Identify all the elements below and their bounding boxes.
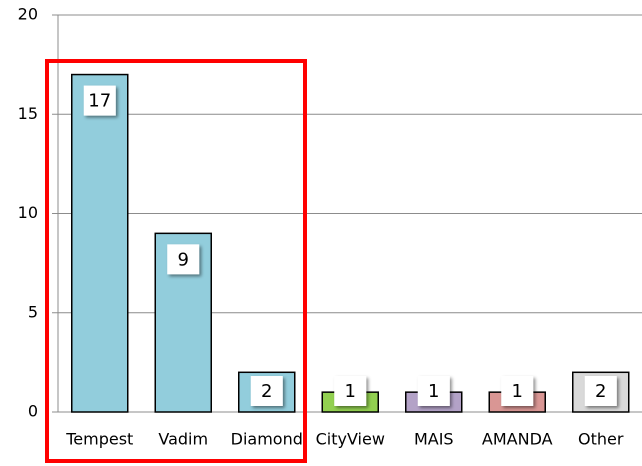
x-tick-label: AMANDA xyxy=(482,430,553,449)
data-label-box xyxy=(83,85,116,116)
data-label-box xyxy=(167,244,200,275)
x-tick-label: Other xyxy=(578,430,624,449)
data-label: 2 xyxy=(595,381,606,402)
x-tick-label: MAIS xyxy=(414,430,454,449)
data-label-box xyxy=(584,376,617,406)
data-label: 1 xyxy=(428,381,439,402)
data-label: 1 xyxy=(345,381,356,402)
highlight-box xyxy=(45,59,307,463)
data-label-box xyxy=(417,376,450,406)
data-label: 1 xyxy=(512,381,523,402)
x-tick-label: Diamond xyxy=(231,430,303,449)
data-label: 2 xyxy=(261,381,272,402)
data-label-box xyxy=(501,376,534,406)
y-tick-label: 5 xyxy=(28,302,38,321)
data-label-box xyxy=(334,376,367,406)
x-tick-label: Vadim xyxy=(158,430,208,449)
bar xyxy=(71,73,129,413)
y-tick-label: 15 xyxy=(18,104,38,123)
y-tick-label: 0 xyxy=(28,402,38,421)
data-label: 17 xyxy=(88,91,111,112)
data-label-box xyxy=(250,376,283,406)
x-tick-label: Tempest xyxy=(65,430,133,449)
y-tick-label: 20 xyxy=(18,5,38,24)
x-tick-label: CityView xyxy=(316,430,385,449)
y-tick-label: 10 xyxy=(18,203,38,222)
data-label: 9 xyxy=(178,249,189,270)
